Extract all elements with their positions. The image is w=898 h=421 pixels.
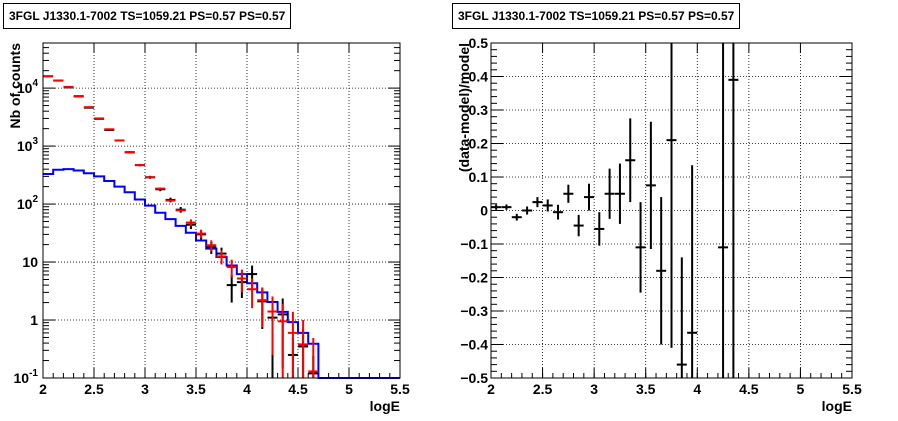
right-y-tick-label: −0.5 <box>460 370 488 386</box>
right-x-tick-label: 3.5 <box>636 381 656 397</box>
right-y-tick-label: 0.1 <box>469 169 489 185</box>
left-x-tick-label: 2.5 <box>84 381 104 397</box>
left-x-tick-label: 3 <box>141 381 149 397</box>
right-y-tick-label: 0.4 <box>469 69 489 85</box>
right-x-tick-label: 4 <box>693 381 701 397</box>
left-x-tick-label: 3.5 <box>186 381 206 397</box>
left-y-tick-label: 103 <box>17 136 39 154</box>
right-x-tick-label: 4.5 <box>739 381 759 397</box>
left-x-axis-label: logE <box>370 398 400 414</box>
component-step-line <box>43 168 400 379</box>
right-y-tick-label: −0.2 <box>460 270 488 286</box>
left-plot-frame <box>42 42 401 379</box>
left-chart-title: 3FGL J1330.1-7002 TS=1059.21 PS=0.57 PS=… <box>3 3 292 29</box>
left-y-tick-label: 104 <box>17 78 39 96</box>
right-y-tick-label: −0.3 <box>460 303 488 319</box>
left-x-tick-label: 2 <box>39 381 47 397</box>
left-x-tick-label: 5 <box>345 381 353 397</box>
right-x-tick-label: 3 <box>590 381 598 397</box>
right-x-axis-label: logE <box>822 398 852 414</box>
right-y-tick-label: 0.3 <box>469 102 489 118</box>
right-x-tick-label: 5.5 <box>842 381 862 397</box>
right-y-tick-label: −0.4 <box>460 337 488 353</box>
right-y-tick-label: 0.5 <box>469 35 489 51</box>
right-y-tick-label: −0.1 <box>460 236 488 252</box>
left-x-tick-label: 5.5 <box>390 381 410 397</box>
right-y-tick-label: 0 <box>480 203 488 219</box>
right-x-tick-label: 2 <box>487 381 495 397</box>
right-plot-frame <box>490 42 853 379</box>
right-y-tick-label: 0.2 <box>469 136 489 152</box>
right-chart-title: 3FGL J1330.1-7002 TS=1059.21 PS=0.57 PS=… <box>452 3 741 29</box>
left-x-tick-label: 4 <box>243 381 251 397</box>
right-y-axis-label: (data-model)/model <box>456 43 472 172</box>
left-y-tick-label: 10-1 <box>14 368 39 386</box>
right-x-tick-label: 2.5 <box>533 381 553 397</box>
right-x-tick-label: 5 <box>797 381 805 397</box>
left-y-tick-label: 1 <box>30 312 38 328</box>
left-y-tick-label: 102 <box>17 194 39 212</box>
left-y-axis-label: Nb of counts <box>7 43 23 129</box>
left-x-tick-label: 4.5 <box>288 381 308 397</box>
left-y-tick-label: 10 <box>22 254 38 270</box>
